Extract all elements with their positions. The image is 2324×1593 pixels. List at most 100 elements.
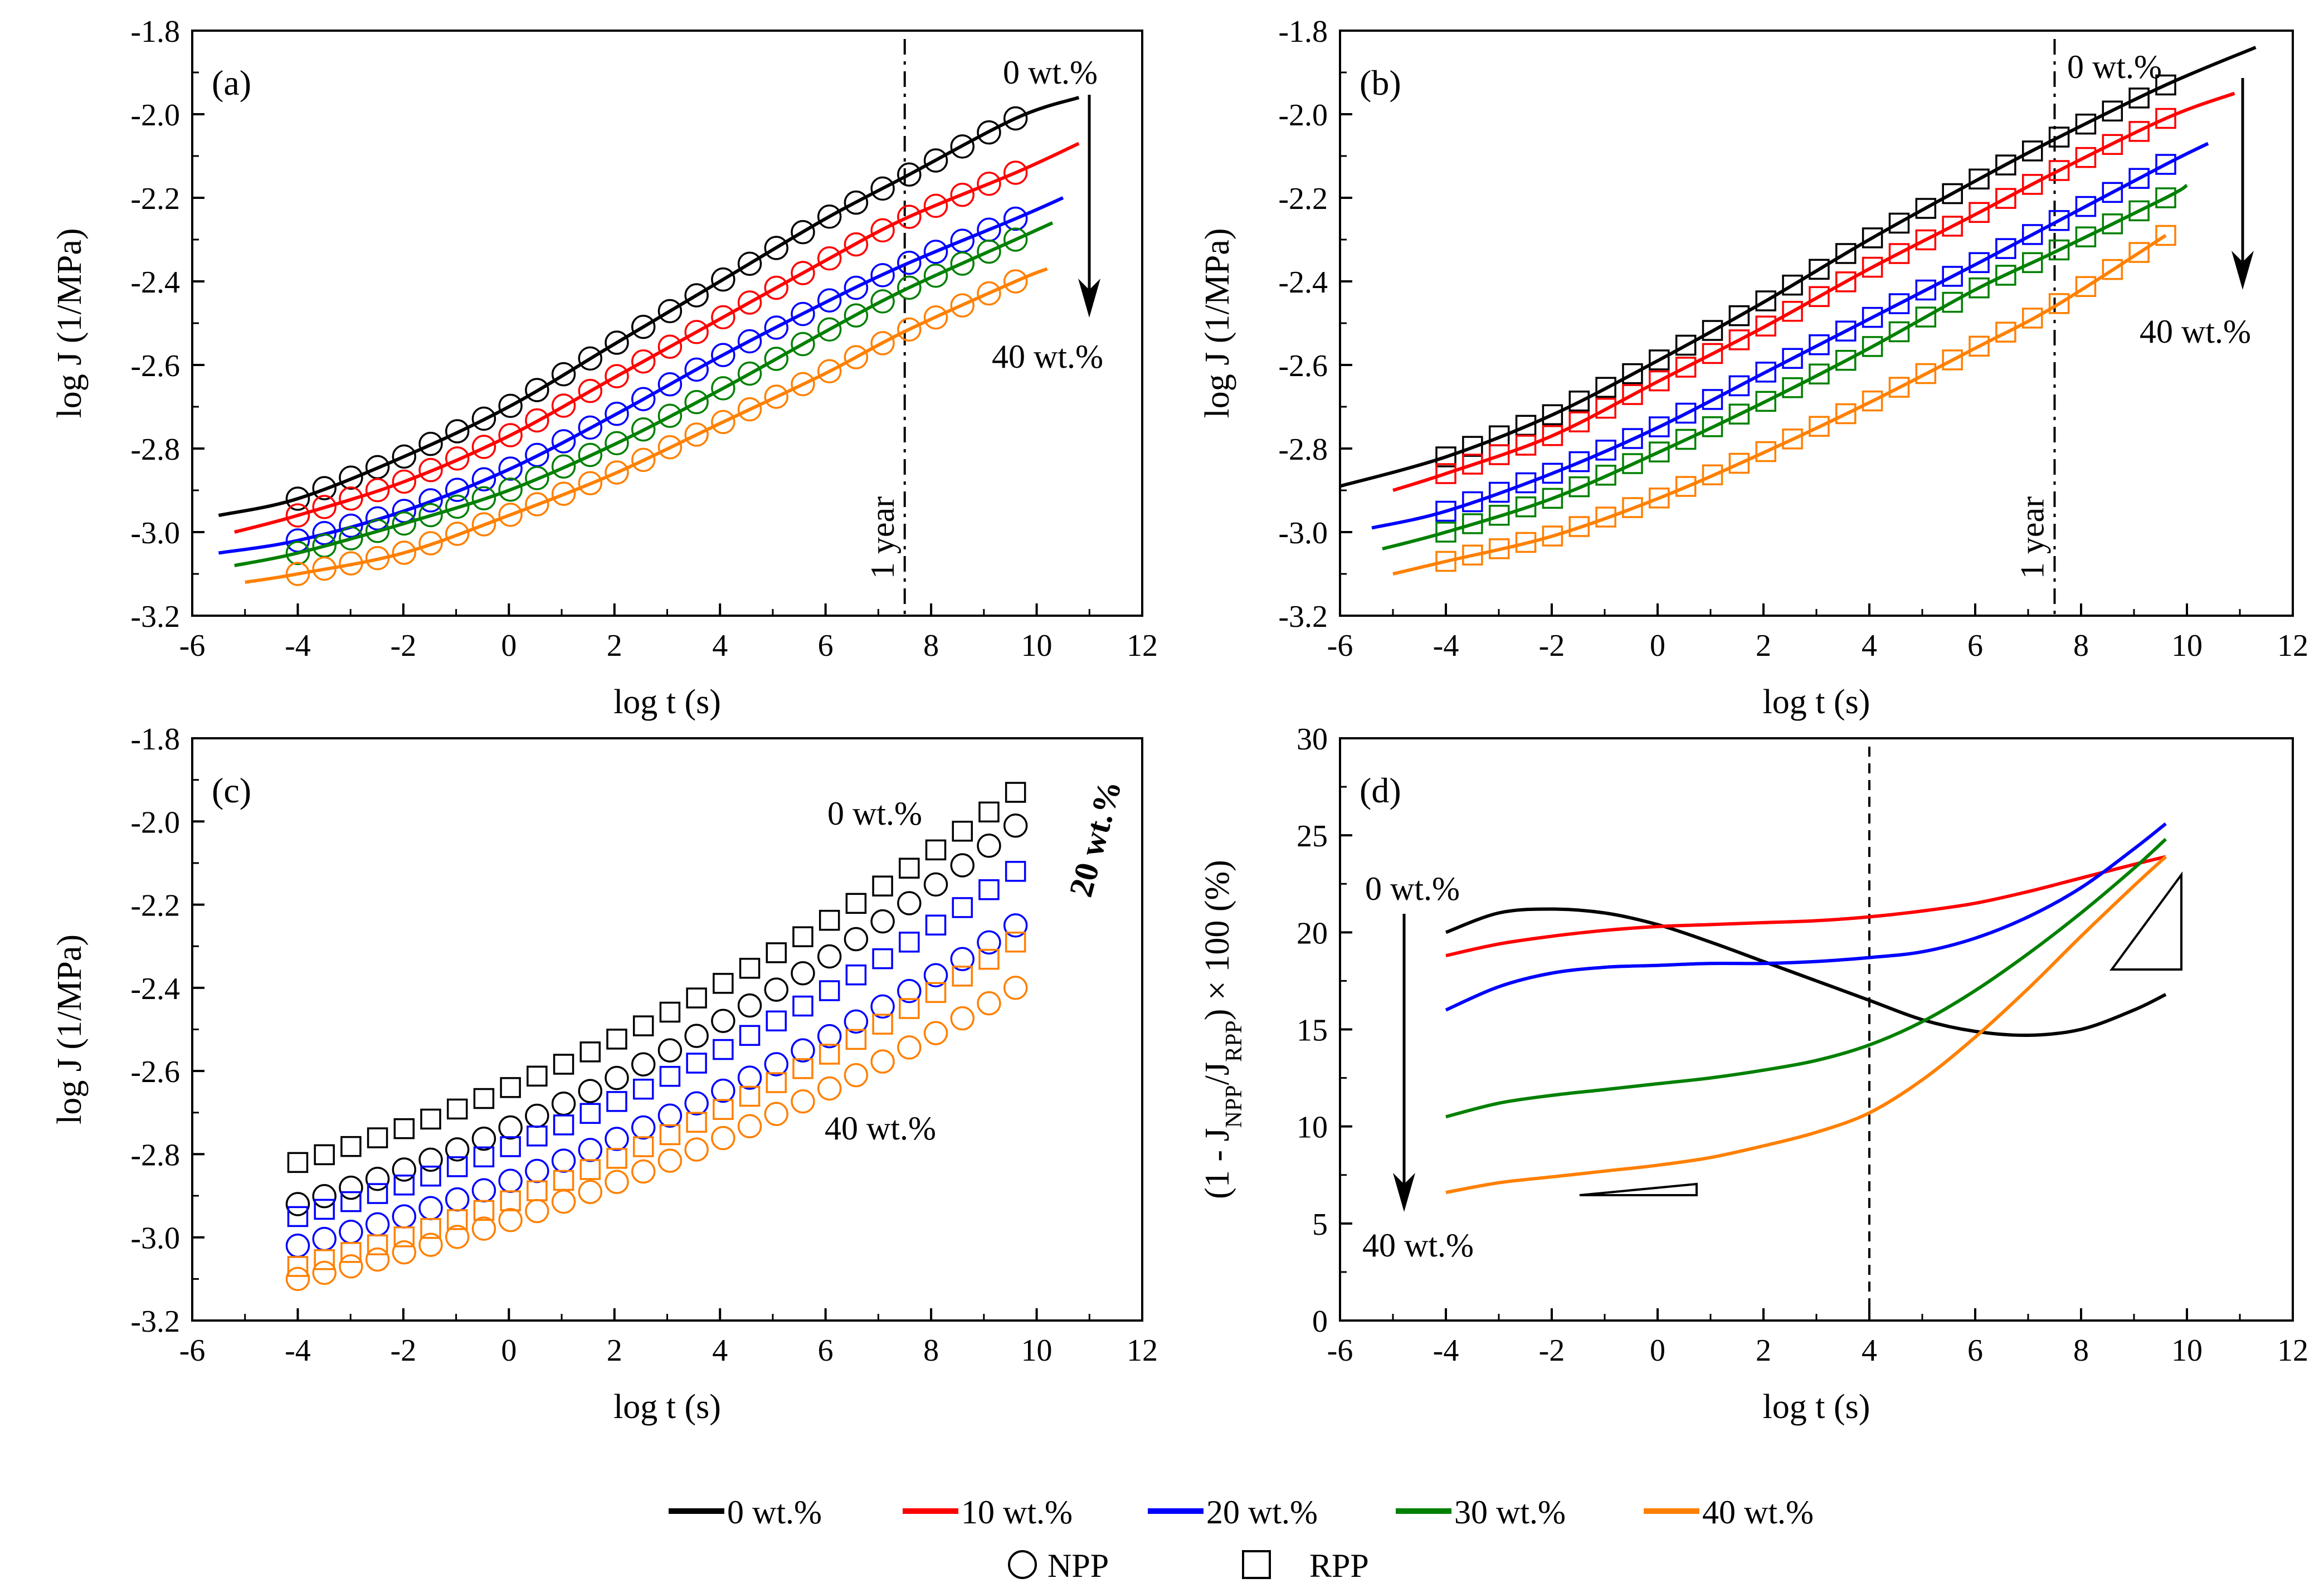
- data-point-circle: [844, 1063, 869, 1088]
- data-point-square: [2102, 134, 2123, 155]
- data-point-circle: [817, 317, 842, 342]
- data-point-circle: [711, 267, 735, 292]
- x-tick-label: 2: [607, 1333, 622, 1368]
- data-point-square: [1782, 274, 1803, 296]
- data-point-circle: [764, 275, 789, 300]
- data-point-square: [978, 879, 1000, 900]
- data-point-square: [393, 1118, 415, 1139]
- x-tick-label: -2: [391, 629, 417, 663]
- data-point-square: [1649, 349, 1670, 371]
- data-point-circle: [923, 872, 948, 897]
- data-point-circle: [657, 372, 683, 397]
- data-point-square: [1969, 335, 1990, 357]
- data-point-square: [287, 1206, 309, 1227]
- data-point-square: [686, 1112, 707, 1133]
- data-point-circle: [897, 204, 922, 229]
- data-point-circle: [870, 218, 895, 243]
- data-point-circle: [418, 503, 443, 528]
- data-point-square: [1649, 488, 1670, 509]
- data-point-square: [367, 1183, 388, 1204]
- x-tick-label: 4: [712, 1333, 728, 1368]
- y-tick-label: -2.0: [130, 98, 180, 133]
- data-point-circle: [498, 423, 523, 447]
- data-point-circle: [392, 469, 417, 494]
- data-point-circle: [631, 1115, 656, 1140]
- data-point-circle: [657, 1103, 683, 1128]
- data-point-square: [1995, 321, 2016, 343]
- y-axis-label: log J (1/MPa): [51, 934, 89, 1124]
- data-point-square: [952, 897, 973, 918]
- annotation-top: 0 wt.%: [1365, 870, 1460, 907]
- data-point-square: [1622, 384, 1643, 405]
- series-20-wt-npp: [285, 913, 1028, 1258]
- data-point-circle: [977, 930, 1001, 955]
- data-point-square: [1649, 416, 1670, 437]
- data-point-square: [978, 801, 1000, 823]
- arrow-0-to-40-head: [1393, 1173, 1415, 1212]
- data-point-circle: [631, 349, 656, 374]
- data-point-square: [925, 839, 947, 861]
- series-40-wt-rpp: [287, 932, 1026, 1277]
- data-point-square: [1888, 243, 1910, 264]
- legend-item-0-wt-: 0 wt.%: [669, 1494, 822, 1531]
- data-point-circle: [551, 481, 576, 506]
- y-tick-label: 20: [1297, 916, 1328, 951]
- series-line: [1445, 822, 2167, 1012]
- x-tick-label: 12: [2277, 629, 2308, 663]
- data-point-square: [899, 998, 920, 1019]
- x-tick-label: 10: [2171, 629, 2203, 663]
- x-tick-label: -4: [1433, 629, 1459, 663]
- x-tick-label: 6: [818, 1333, 834, 1368]
- data-point-circle: [471, 435, 496, 459]
- y-tick-label: -3.2: [1278, 600, 1328, 634]
- data-point-circle: [578, 378, 603, 403]
- data-point-square: [340, 1242, 362, 1263]
- data-point-circle: [817, 944, 842, 969]
- series-20-wt-: [1445, 822, 2167, 1012]
- data-point-circle: [1003, 206, 1028, 231]
- data-point-square: [393, 1226, 415, 1248]
- data-point-square: [713, 1039, 734, 1060]
- data-point-circle: [791, 301, 815, 327]
- y-tick-label: 30: [1297, 722, 1328, 757]
- data-point-square: [314, 1249, 335, 1270]
- data-point-square: [1969, 277, 1990, 299]
- data-point-circle: [977, 239, 1001, 264]
- data-point-circle: [418, 431, 443, 456]
- data-point-circle: [737, 251, 762, 276]
- y-axis-label: log J (1/MPa): [51, 228, 89, 418]
- data-point-circle: [418, 531, 443, 556]
- data-point-circle: [711, 1009, 735, 1034]
- data-point-circle: [764, 347, 789, 371]
- legend: 0 wt.% 10 wt.% 20 wt.% 30 wt.% 40 wt.% NPP RPP: [669, 1494, 1814, 1584]
- data-point-square: [393, 1175, 415, 1196]
- data-point-square: [1542, 525, 1563, 547]
- data-point-circle: [605, 1127, 629, 1151]
- y-tick-label: -2.6: [130, 1055, 180, 1089]
- y-tick-label: -2.8: [1278, 432, 1328, 467]
- data-point-circle: [817, 204, 842, 229]
- data-point-square: [2021, 224, 2043, 245]
- data-point-square: [527, 1065, 548, 1087]
- y-tick-label: -1.8: [1278, 14, 1328, 49]
- x-tick-label: 0: [501, 629, 517, 663]
- data-point-square: [1515, 472, 1537, 494]
- data-point-circle: [870, 994, 895, 1019]
- annotation-bottom: 40 wt.%: [825, 1110, 936, 1147]
- data-point-circle: [657, 1038, 683, 1063]
- data-point-square: [1515, 532, 1537, 553]
- data-point-circle: [631, 447, 656, 472]
- series-30-wt-: [1445, 837, 2167, 1119]
- x-tick-label: 12: [1127, 1333, 1158, 1368]
- data-point-square: [2155, 187, 2176, 208]
- x-tick-label: 8: [2073, 629, 2089, 663]
- x-tick-label: 4: [712, 629, 728, 663]
- data-point-circle: [870, 1049, 895, 1074]
- data-point-square: [367, 1127, 388, 1148]
- data-point-circle: [711, 343, 735, 367]
- series-40-wt-: [1445, 855, 2167, 1195]
- series-0-wt-: [218, 96, 1080, 517]
- data-point-square: [1728, 305, 1750, 327]
- data-point-circle: [285, 1192, 310, 1216]
- data-point-square: [527, 1126, 548, 1147]
